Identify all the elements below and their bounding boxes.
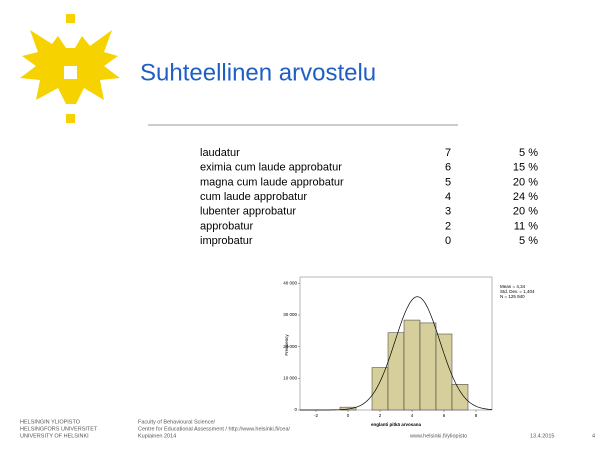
grade-points: 3 [445,206,451,218]
x-tick-label: 8 [475,413,478,418]
grade-points: 6 [445,162,451,174]
x-tick-label: 0 [347,413,350,418]
stat-label: Std. Dev. = 1,404 [500,289,535,294]
grade-name: eximia cum laude approbatur [200,162,342,174]
stat-label: N = 125 940 [500,294,525,299]
grade-percent: 5 % [519,235,538,247]
url: www.helsinki.fi/yliopisto [409,433,467,439]
grade-name: improbatur [200,235,253,247]
bar [371,367,389,411]
source: Centre for Educational Assessment / http… [138,426,290,432]
y-tick-label: 20 000 [283,344,297,349]
normal-curve [300,296,493,411]
grade-points: 0 [445,235,451,247]
title: Suhteellinen arvostelu [140,59,376,86]
grade-name: lubenter approbatur [200,206,296,218]
logo-text: HELSINGIN YLIOPISTO [20,419,81,425]
x-tick-label: 4 [411,413,414,418]
grade-percent: 11 % [514,220,538,232]
logo-text: UNIVERSITY OF HELSINKI [20,433,89,439]
bar [387,332,405,411]
source: Kupiainen 2014 [138,433,176,439]
grade-name: laudatur [200,147,240,159]
bar [339,406,357,411]
bar [403,319,421,411]
bar [419,322,437,411]
grade-name: magna cum laude approbatur [200,176,344,188]
grade-percent: 15 % [513,162,538,174]
x-tick-label: 2 [379,413,382,418]
page-number: 4 [592,433,595,439]
bar [435,333,453,411]
logo-text: HELSINGFORS UNIVERSITET [20,426,98,432]
grade-percent: 20 % [513,206,538,218]
grade-points: 5 [445,176,451,188]
logo-window [64,66,77,79]
y-tick-label: 40 000 [283,281,297,286]
stat-label: Mean = 4,34 [500,284,526,289]
grade-name: approbatur [200,220,254,232]
bar [451,384,469,411]
grade-points: 2 [445,220,451,232]
y-tick-label: 0 [294,407,297,412]
grade-name: cum laude approbatur [200,191,307,203]
y-axis-label: Frequency [284,334,289,356]
y-tick-label: 30 000 [283,312,297,317]
x-tick-label: -2 [314,413,318,418]
grade-points: 4 [445,191,451,203]
grade-percent: 20 % [513,176,538,188]
x-tick-label: 6 [443,413,446,418]
source: Faculty of Behavioural Science/ [138,419,216,425]
grade-points: 7 [445,147,451,159]
y-tick-label: 10 000 [283,376,297,381]
x-axis-label: englanti pitkä arvosana [371,422,422,427]
date: 13.4.2015 [530,433,554,439]
grade-percent: 5 % [519,147,538,159]
grade-percent: 24 % [513,191,538,203]
